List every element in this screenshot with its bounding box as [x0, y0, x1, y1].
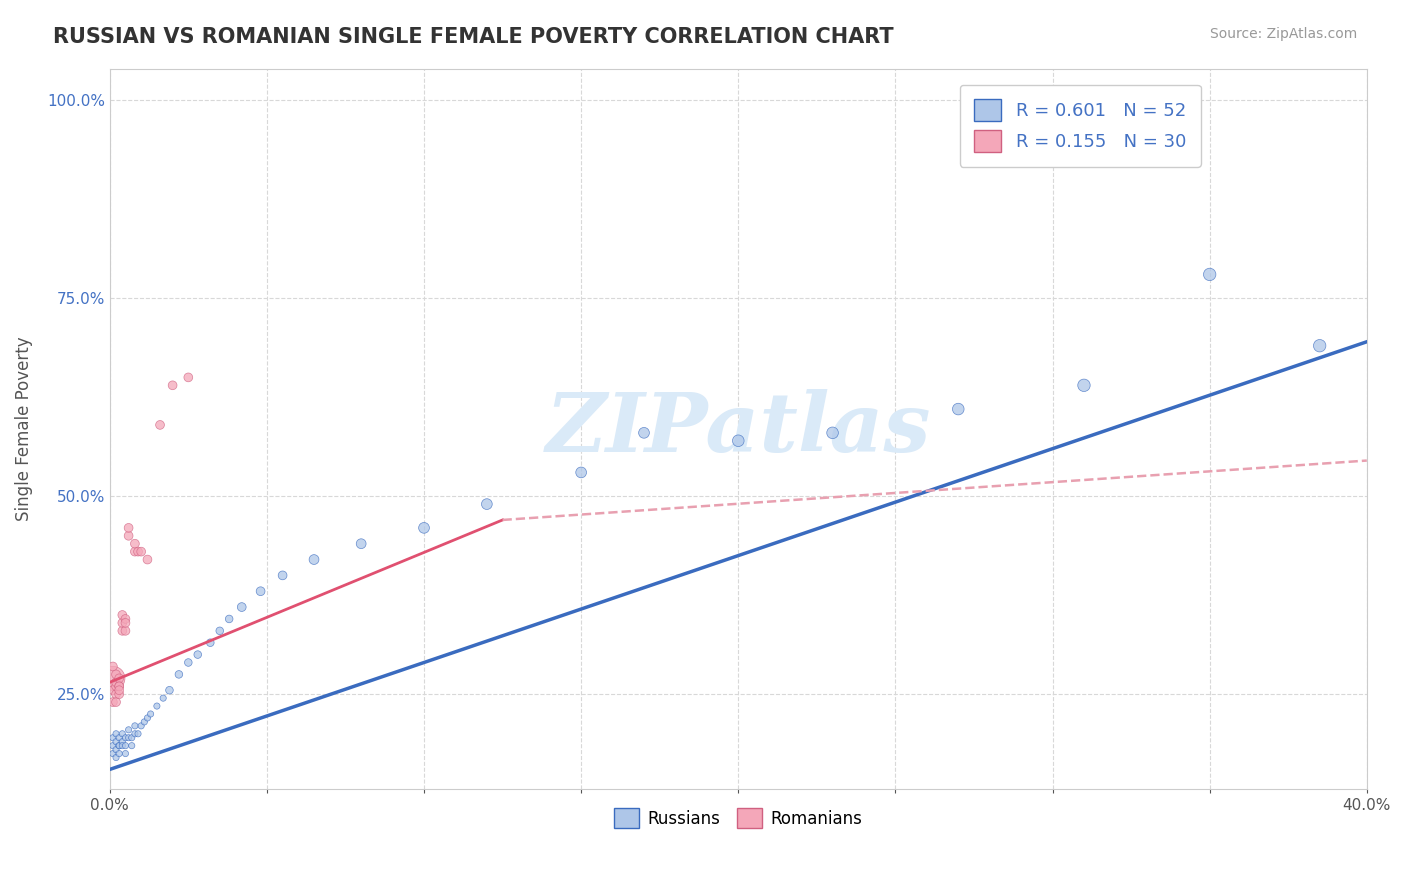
Point	[105, 695, 128, 709]
Point	[105, 735, 128, 749]
Point	[101, 747, 124, 761]
Point	[231, 600, 253, 615]
Point	[114, 615, 136, 630]
Point	[105, 750, 128, 764]
Point	[101, 671, 124, 685]
Point	[162, 378, 184, 392]
Point	[177, 370, 200, 384]
Legend: Russians, Romanians: Russians, Romanians	[607, 801, 869, 835]
Point	[149, 417, 172, 432]
Point	[117, 521, 139, 535]
Point	[108, 731, 131, 745]
Point	[249, 584, 271, 599]
Point	[111, 615, 134, 630]
Point	[101, 731, 124, 745]
Point	[111, 727, 134, 741]
Point	[117, 731, 139, 745]
Point	[108, 739, 131, 753]
Point	[108, 739, 131, 753]
Point	[129, 544, 152, 558]
Point	[105, 679, 128, 693]
Point	[127, 727, 149, 741]
Point	[569, 466, 592, 480]
Point	[108, 679, 131, 693]
Point	[101, 739, 124, 753]
Text: RUSSIAN VS ROMANIAN SINGLE FEMALE POVERTY CORRELATION CHART: RUSSIAN VS ROMANIAN SINGLE FEMALE POVERT…	[53, 27, 894, 46]
Point	[111, 607, 134, 622]
Point	[105, 727, 128, 741]
Point	[475, 497, 498, 511]
Point	[124, 537, 146, 551]
Point	[134, 714, 156, 729]
Point	[108, 687, 131, 701]
Point	[139, 706, 162, 721]
Point	[821, 425, 844, 440]
Point	[114, 624, 136, 638]
Point	[136, 552, 159, 566]
Text: ZIPatlas: ZIPatlas	[546, 389, 931, 469]
Point	[208, 624, 231, 638]
Point	[117, 529, 139, 543]
Point	[1198, 268, 1220, 282]
Point	[105, 687, 128, 701]
Point	[177, 656, 200, 670]
Point	[114, 739, 136, 753]
Point	[271, 568, 294, 582]
Point	[117, 723, 139, 737]
Point	[200, 636, 222, 650]
Point	[114, 731, 136, 745]
Point	[948, 402, 970, 417]
Point	[124, 727, 146, 741]
Point	[124, 719, 146, 733]
Point	[121, 739, 143, 753]
Point	[167, 667, 190, 681]
Point	[105, 742, 128, 756]
Point	[218, 612, 240, 626]
Point	[127, 544, 149, 558]
Point	[159, 683, 181, 698]
Y-axis label: Single Female Poverty: Single Female Poverty	[15, 336, 32, 521]
Point	[350, 537, 373, 551]
Point	[152, 691, 174, 706]
Point	[146, 699, 169, 714]
Point	[108, 747, 131, 761]
Point	[108, 679, 131, 693]
Point	[187, 648, 209, 662]
Point	[108, 671, 131, 685]
Point	[1309, 339, 1331, 353]
Point	[108, 683, 131, 698]
Point	[413, 521, 436, 535]
Point	[111, 624, 134, 638]
Point	[101, 683, 124, 698]
Point	[136, 711, 159, 725]
Point	[129, 719, 152, 733]
Point	[121, 731, 143, 745]
Point	[114, 747, 136, 761]
Point	[101, 695, 124, 709]
Text: Source: ZipAtlas.com: Source: ZipAtlas.com	[1209, 27, 1357, 41]
Point	[302, 552, 325, 566]
Point	[101, 659, 124, 673]
Point	[111, 739, 134, 753]
Point	[114, 612, 136, 626]
Point	[124, 544, 146, 558]
Point	[105, 675, 128, 690]
Point	[1073, 378, 1095, 392]
Point	[727, 434, 749, 448]
Point	[111, 735, 134, 749]
Point	[105, 667, 128, 681]
Point	[633, 425, 655, 440]
